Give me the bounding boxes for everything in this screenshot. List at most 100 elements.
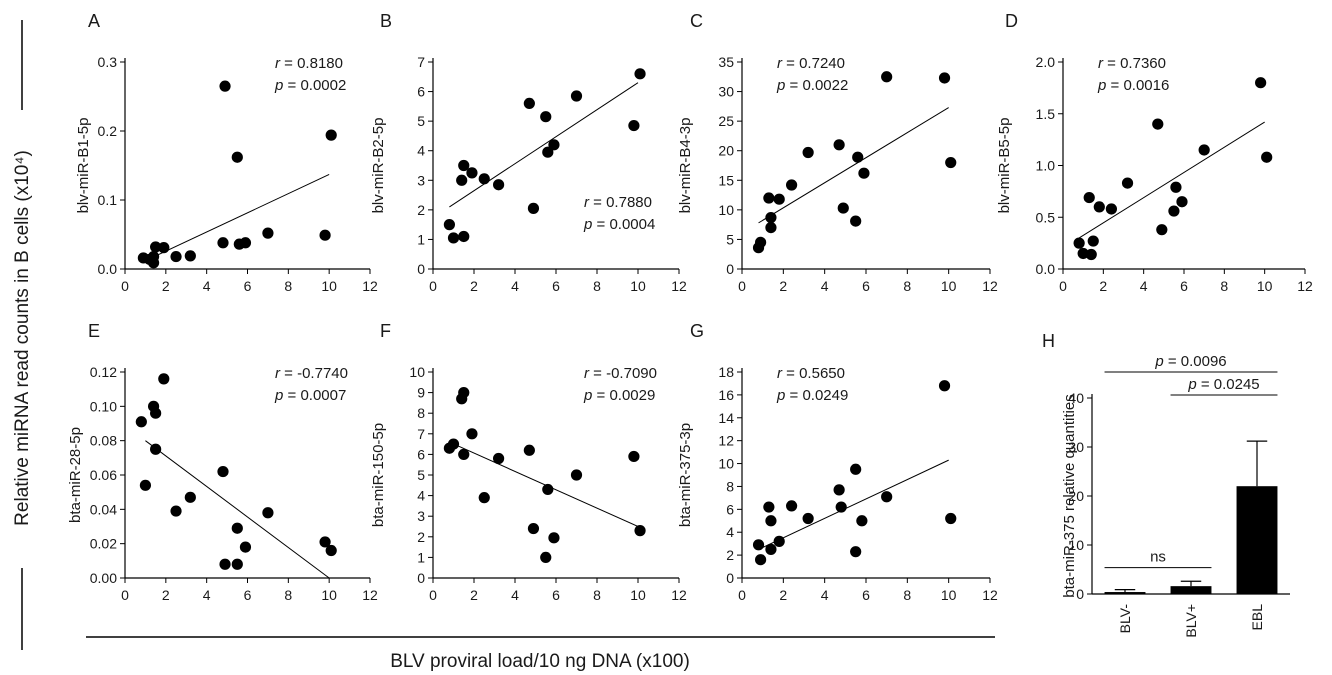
panel-c-ytick-label: 20: [718, 143, 734, 159]
panel-e-xtick-label: 4: [203, 587, 211, 603]
panel-g-data-point: [763, 501, 775, 513]
panel-f-data-point: [523, 444, 535, 456]
panel-f-data-point: [540, 551, 552, 564]
panel-f-data-point: [458, 448, 470, 460]
panel-c-data-point: [755, 236, 767, 248]
panel-a-xtick-label: 12: [362, 278, 378, 294]
panel-b-xtick-label: 12: [671, 278, 687, 294]
panel-b-ytick-label: 2: [417, 202, 425, 218]
panel-g-ytick-label: 10: [718, 456, 734, 472]
panel-a-data-point: [150, 241, 162, 253]
panel-f-ytick-label: 0: [417, 570, 425, 586]
panel-f-data-point: [548, 532, 560, 544]
panel-h-bar-ebl: [1236, 486, 1278, 594]
panel-e-ytick-label: 0.00: [90, 570, 117, 586]
panel-c-ytick-label: 30: [718, 84, 734, 100]
panel-d-label: D: [1005, 11, 1018, 31]
panel-d-data-point: [1093, 201, 1105, 213]
panel-b-fit-line: [449, 82, 639, 208]
panel-b-ytick-label: 5: [417, 113, 425, 129]
panel-f-ytick-label: 9: [417, 385, 425, 401]
panel-e-xtick-label: 10: [321, 587, 337, 603]
panel-f-xtick-label: 6: [552, 587, 560, 603]
panel-d-data-point: [1085, 248, 1097, 261]
panel-b-data-point: [570, 90, 583, 102]
panel-e-data-point: [158, 373, 170, 385]
panel-a-data-point: [319, 229, 331, 241]
panel-e-ytick-label: 0.12: [90, 364, 117, 380]
panel-f-data-point: [478, 492, 490, 504]
panel-d-ytick-label: 2.0: [1036, 54, 1056, 70]
panel-g-label: G: [690, 321, 704, 341]
panel-c-data-point: [773, 193, 785, 205]
shared-ylabel: Relative miRNA read counts in B cells (x…: [12, 150, 33, 526]
panel-f-data-point: [458, 387, 470, 399]
panel-d-data-point: [1176, 196, 1188, 208]
panel-b-xtick-label: 10: [630, 278, 646, 294]
panel-a-fit-line: [145, 174, 330, 262]
panel-h-ytick-label: 20: [1068, 488, 1084, 504]
panel-c-data-point: [837, 202, 849, 214]
panel-g-r-stat: r = 0.5650: [777, 365, 845, 382]
panel-c-label: C: [690, 11, 703, 31]
panel-h-bar-blv: [1104, 592, 1146, 594]
panel-d-data-point: [1083, 191, 1095, 204]
panel-c-xtick-label: 12: [982, 278, 998, 294]
panel-c-ytick-label: 5: [726, 231, 734, 247]
panel-e-xtick-label: 2: [162, 587, 170, 603]
panel-f-data-point: [466, 428, 478, 440]
panel-d-p-stat: p = 0.0016: [1097, 77, 1169, 94]
panel-a-data-point: [147, 257, 160, 269]
panel-e-data-point: [150, 443, 162, 455]
panel-f-data-point: [628, 450, 640, 463]
panel-h-ylabel: bta-miR-375 relative quantities: [1061, 394, 1078, 597]
panel-g-ylabel: bta-miR-375-3p: [677, 423, 694, 527]
panel-g-data-point: [850, 463, 862, 475]
panel-e-data-point: [184, 491, 196, 503]
panel-b-data-point: [443, 219, 455, 231]
panel-e-ytick-label: 0.02: [90, 536, 117, 552]
panel-g-xtick-label: 8: [903, 587, 911, 603]
panel-f-ytick-label: 5: [417, 467, 425, 483]
panel-b-ytick-label: 0: [417, 261, 425, 277]
panel-g-ytick-label: 18: [718, 364, 734, 380]
panel-c-data-point: [850, 215, 862, 227]
panel-b-data-point: [628, 119, 640, 132]
panel-e-data-point: [239, 541, 252, 553]
panel-e-data-point: [139, 479, 152, 491]
panel-d-ytick-label: 1.0: [1036, 158, 1056, 174]
panel-f-ytick-label: 4: [417, 488, 425, 504]
panel-a-xtick-label: 6: [244, 278, 252, 294]
panel-g-ytick-label: 16: [718, 387, 734, 403]
panel-g-p-stat: p = 0.0249: [776, 387, 848, 404]
panel-e-data-point: [135, 416, 147, 428]
panel-d-data-point: [1198, 144, 1210, 156]
panel-b-data-point: [466, 167, 478, 179]
panel-e-data-point: [219, 558, 231, 570]
panel-d-data-point: [1087, 235, 1099, 247]
panel-e-xtick-label: 0: [121, 587, 129, 603]
panel-c-data-point: [786, 179, 798, 191]
panel-f-data-point: [527, 522, 540, 535]
panel-e-xtick-label: 12: [362, 587, 378, 603]
panel-c-xtick-label: 2: [779, 278, 787, 294]
panel-e-r-stat: r = -0.7740: [275, 365, 348, 382]
panel-c-data-point: [763, 192, 775, 204]
panel-f-xtick-label: 0: [429, 587, 437, 603]
panel-c-xtick-label: 0: [738, 278, 746, 294]
panel-g-data-point: [945, 512, 957, 525]
panel-g-data-point: [765, 543, 777, 555]
panel-g-data-point: [802, 512, 814, 525]
panel-b-ylabel: blv-miR-B2-5p: [370, 118, 387, 214]
panel-a-data-point: [184, 250, 196, 262]
panel-h-ytick-label: 10: [1068, 537, 1084, 553]
panel-b-data-point: [478, 173, 490, 185]
panel-g-ytick-label: 4: [726, 524, 734, 540]
panel-a-label: A: [88, 11, 100, 31]
panel-d-data-point: [1073, 237, 1085, 249]
panel-h-bar-blv: [1170, 586, 1212, 594]
panel-a-data-point: [239, 237, 252, 249]
panel-d-fit-line: [1078, 121, 1265, 239]
panel-g-data-point: [938, 380, 951, 392]
panel-f-p-stat: p = 0.0029: [583, 387, 655, 404]
